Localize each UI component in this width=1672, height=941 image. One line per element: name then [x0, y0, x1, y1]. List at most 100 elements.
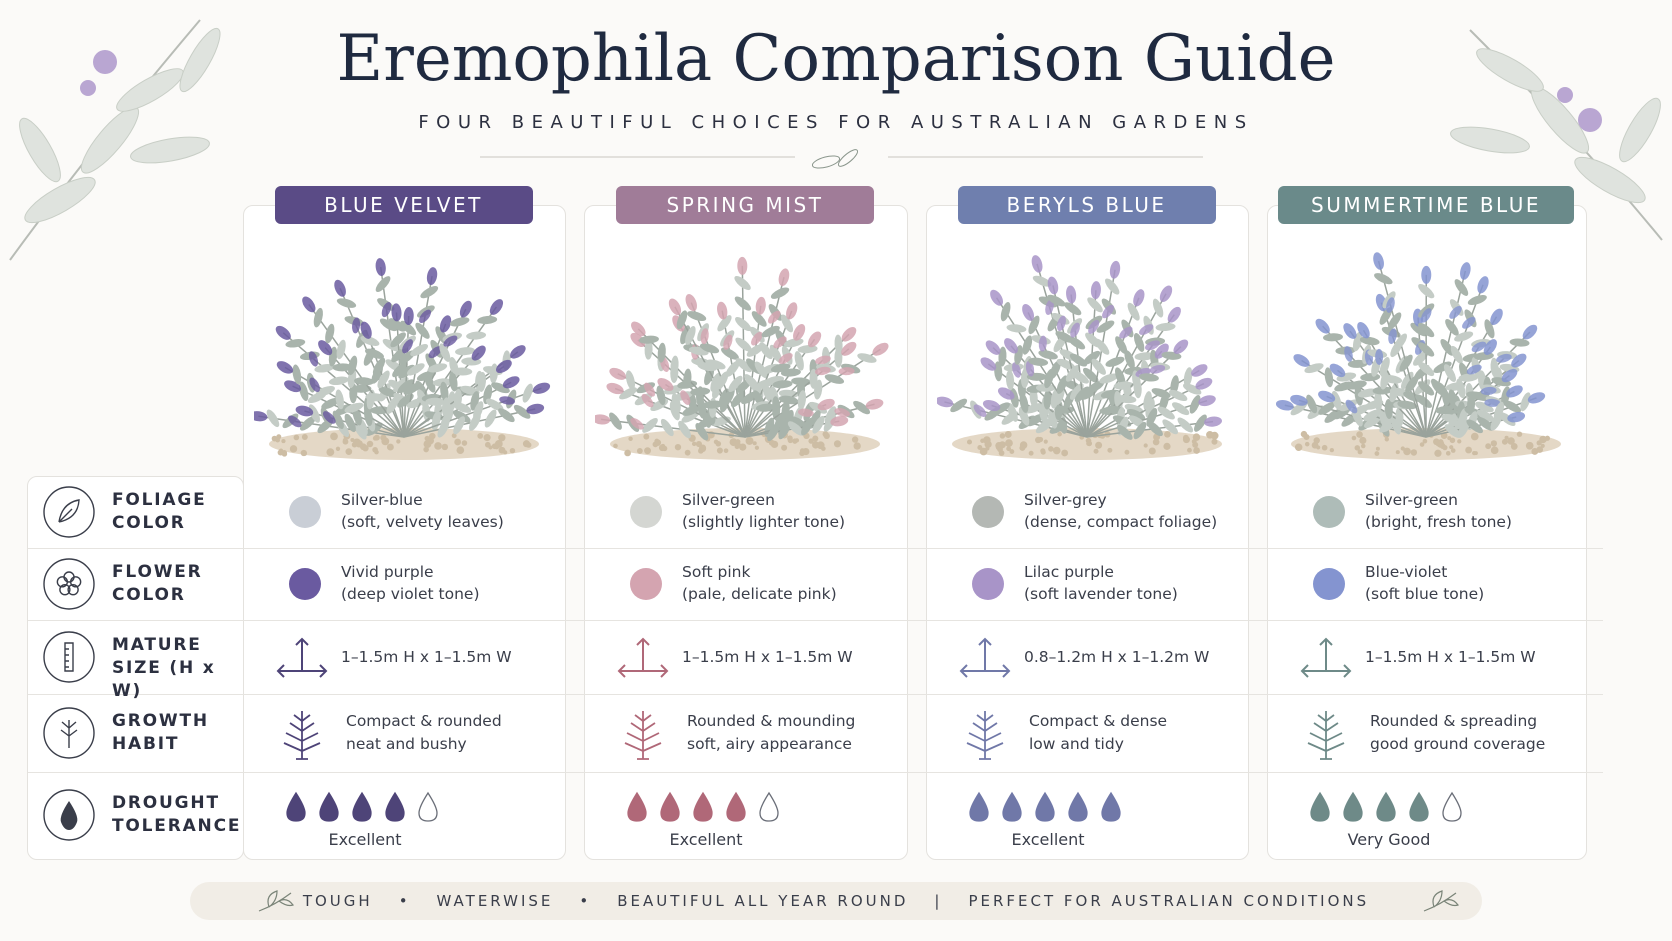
mature-size: 1–1.5m H x 1–1.5m W: [1365, 648, 1536, 666]
drop-filled: [693, 791, 713, 822]
flower-note: (pale, delicate pink): [682, 585, 837, 603]
drought-drops: [627, 791, 779, 822]
growth-habit: Compact & rounded neat and bushy: [346, 710, 502, 756]
habit-line: Rounded & mounding: [687, 712, 856, 730]
drop-filled: [627, 791, 647, 822]
drought-rating: Very Good: [1347, 830, 1431, 849]
foliage-label: Silver-grey: [1024, 491, 1107, 509]
growth-habit: Rounded & mounding soft, airy appearance: [687, 710, 855, 756]
footer-row: TOUGH • WATERWISE • BEAUTIFUL ALL YEAR ROUND…: [190, 882, 1482, 920]
drop-filled: [969, 791, 989, 822]
row-label: FLOWER COLOR: [112, 562, 203, 605]
row-label: DROUGHT TOLERANCE: [112, 793, 242, 836]
drought-rating: Excellent: [669, 830, 743, 849]
variety-name: SPRING MIST: [616, 186, 874, 224]
drop-empty: [1442, 791, 1462, 822]
flower-label: Vivid purple: [341, 563, 434, 581]
row-divider: [28, 772, 1603, 773]
row-label: GROWTH HABIT: [112, 711, 209, 754]
habit-line: Compact & rounded: [346, 712, 502, 730]
foliage-label: Silver-green: [1365, 491, 1458, 509]
foliage-label: Silver-blue: [341, 491, 423, 509]
size-icon: [1300, 637, 1352, 678]
footer-tagline: PERFECT FOR AUSTRALIAN CONDITIONS: [968, 892, 1370, 910]
foliage-swatch: [972, 496, 1004, 528]
flower-swatch-dot: [630, 568, 662, 600]
title: Eremophila Comparison Guide: [336, 22, 1336, 96]
size-icon: [276, 637, 328, 678]
separator: •: [579, 892, 592, 910]
growth-habit: Rounded & spreading good ground coverage: [1370, 710, 1545, 756]
growth-habit: Compact & dense low and tidy: [1029, 710, 1167, 756]
row-icon: [43, 789, 95, 841]
foliage-note: (dense, compact foliage): [1024, 513, 1218, 531]
drop-filled: [1035, 791, 1055, 822]
foliage-swatch: [289, 496, 321, 528]
flower-description: Soft pink (pale, delicate pink): [682, 561, 837, 605]
row-icon: [43, 486, 95, 538]
size-icon: [617, 637, 669, 678]
foliage-swatch: [630, 496, 662, 528]
drop-filled: [726, 791, 746, 822]
drought-rating: Excellent: [328, 830, 402, 849]
row-icon: [43, 558, 95, 610]
plant-illustration: [936, 255, 1222, 460]
mature-size: 0.8–1.2m H x 1–1.2m W: [1024, 648, 1210, 666]
habit-icon: [966, 711, 1004, 760]
flower-description: Blue-violet (soft blue tone): [1365, 561, 1484, 605]
flower-swatch-dot: [972, 568, 1004, 600]
flower-note: (deep violet tone): [341, 585, 480, 603]
separator: |: [934, 892, 943, 910]
foliage-description: Silver-blue (soft, velvety leaves): [341, 489, 504, 533]
variety-card: [584, 205, 908, 860]
drought-rating: Excellent: [1011, 830, 1085, 849]
footer-point: BEAUTIFUL ALL YEAR ROUND: [617, 892, 909, 910]
flower-note: (soft blue tone): [1365, 585, 1485, 603]
drop-filled: [1310, 791, 1330, 822]
habit-icon: [283, 711, 321, 760]
foliage-note: (slightly lighter tone): [682, 513, 846, 531]
row-divider: [28, 548, 1603, 549]
plant-illustration: [595, 256, 889, 460]
habit-line: neat and bushy: [346, 735, 467, 753]
flower-swatch-dot: [289, 568, 321, 600]
row-divider: [28, 620, 1603, 621]
drop-filled: [1068, 791, 1088, 822]
drought-drops: [1310, 791, 1462, 822]
drop-empty: [759, 791, 779, 822]
flower-swatch: [630, 568, 662, 600]
plant-illustration: [253, 258, 550, 460]
flower-label: Blue-violet: [1365, 563, 1448, 581]
habit-icon: [1307, 711, 1345, 760]
habit-line: Rounded & spreading: [1370, 712, 1538, 730]
row-divider: [28, 694, 1603, 695]
flower-label: Soft pink: [682, 563, 751, 581]
foliage-swatch: [1313, 496, 1345, 528]
footer-point: TOUGH: [302, 892, 373, 910]
row-icon: [43, 707, 95, 759]
drop-filled: [1409, 791, 1429, 822]
drought-drops: [286, 791, 438, 822]
habit-icon: [624, 711, 662, 760]
drought-drops: [969, 791, 1121, 822]
size-icon: [959, 637, 1011, 678]
flower-note: (soft lavender tone): [1024, 585, 1178, 603]
footer-leaf: [258, 890, 294, 912]
habit-line: low and tidy: [1029, 735, 1124, 753]
flower-swatch-dot: [1313, 568, 1345, 600]
foliage-note: (soft, velvety leaves): [341, 513, 504, 531]
subtitle: FOUR BEAUTIFUL CHOICES FOR AUSTRALIAN GA…: [418, 112, 1254, 133]
row-label: FOLIAGE COLOR: [112, 490, 207, 533]
flower-swatch: [289, 568, 321, 600]
variety-name: BERYLS BLUE: [957, 186, 1216, 224]
drop-filled: [1002, 791, 1022, 822]
variety-card: [926, 205, 1249, 860]
flower-label: Lilac purple: [1024, 563, 1114, 581]
variety-name: BLUE VELVET: [274, 186, 533, 224]
drop-filled: [1101, 791, 1121, 822]
foliage-swatch-dot: [289, 496, 321, 528]
flower-description: Lilac purple (soft lavender tone): [1024, 561, 1178, 605]
habit-line: good ground coverage: [1370, 735, 1546, 753]
